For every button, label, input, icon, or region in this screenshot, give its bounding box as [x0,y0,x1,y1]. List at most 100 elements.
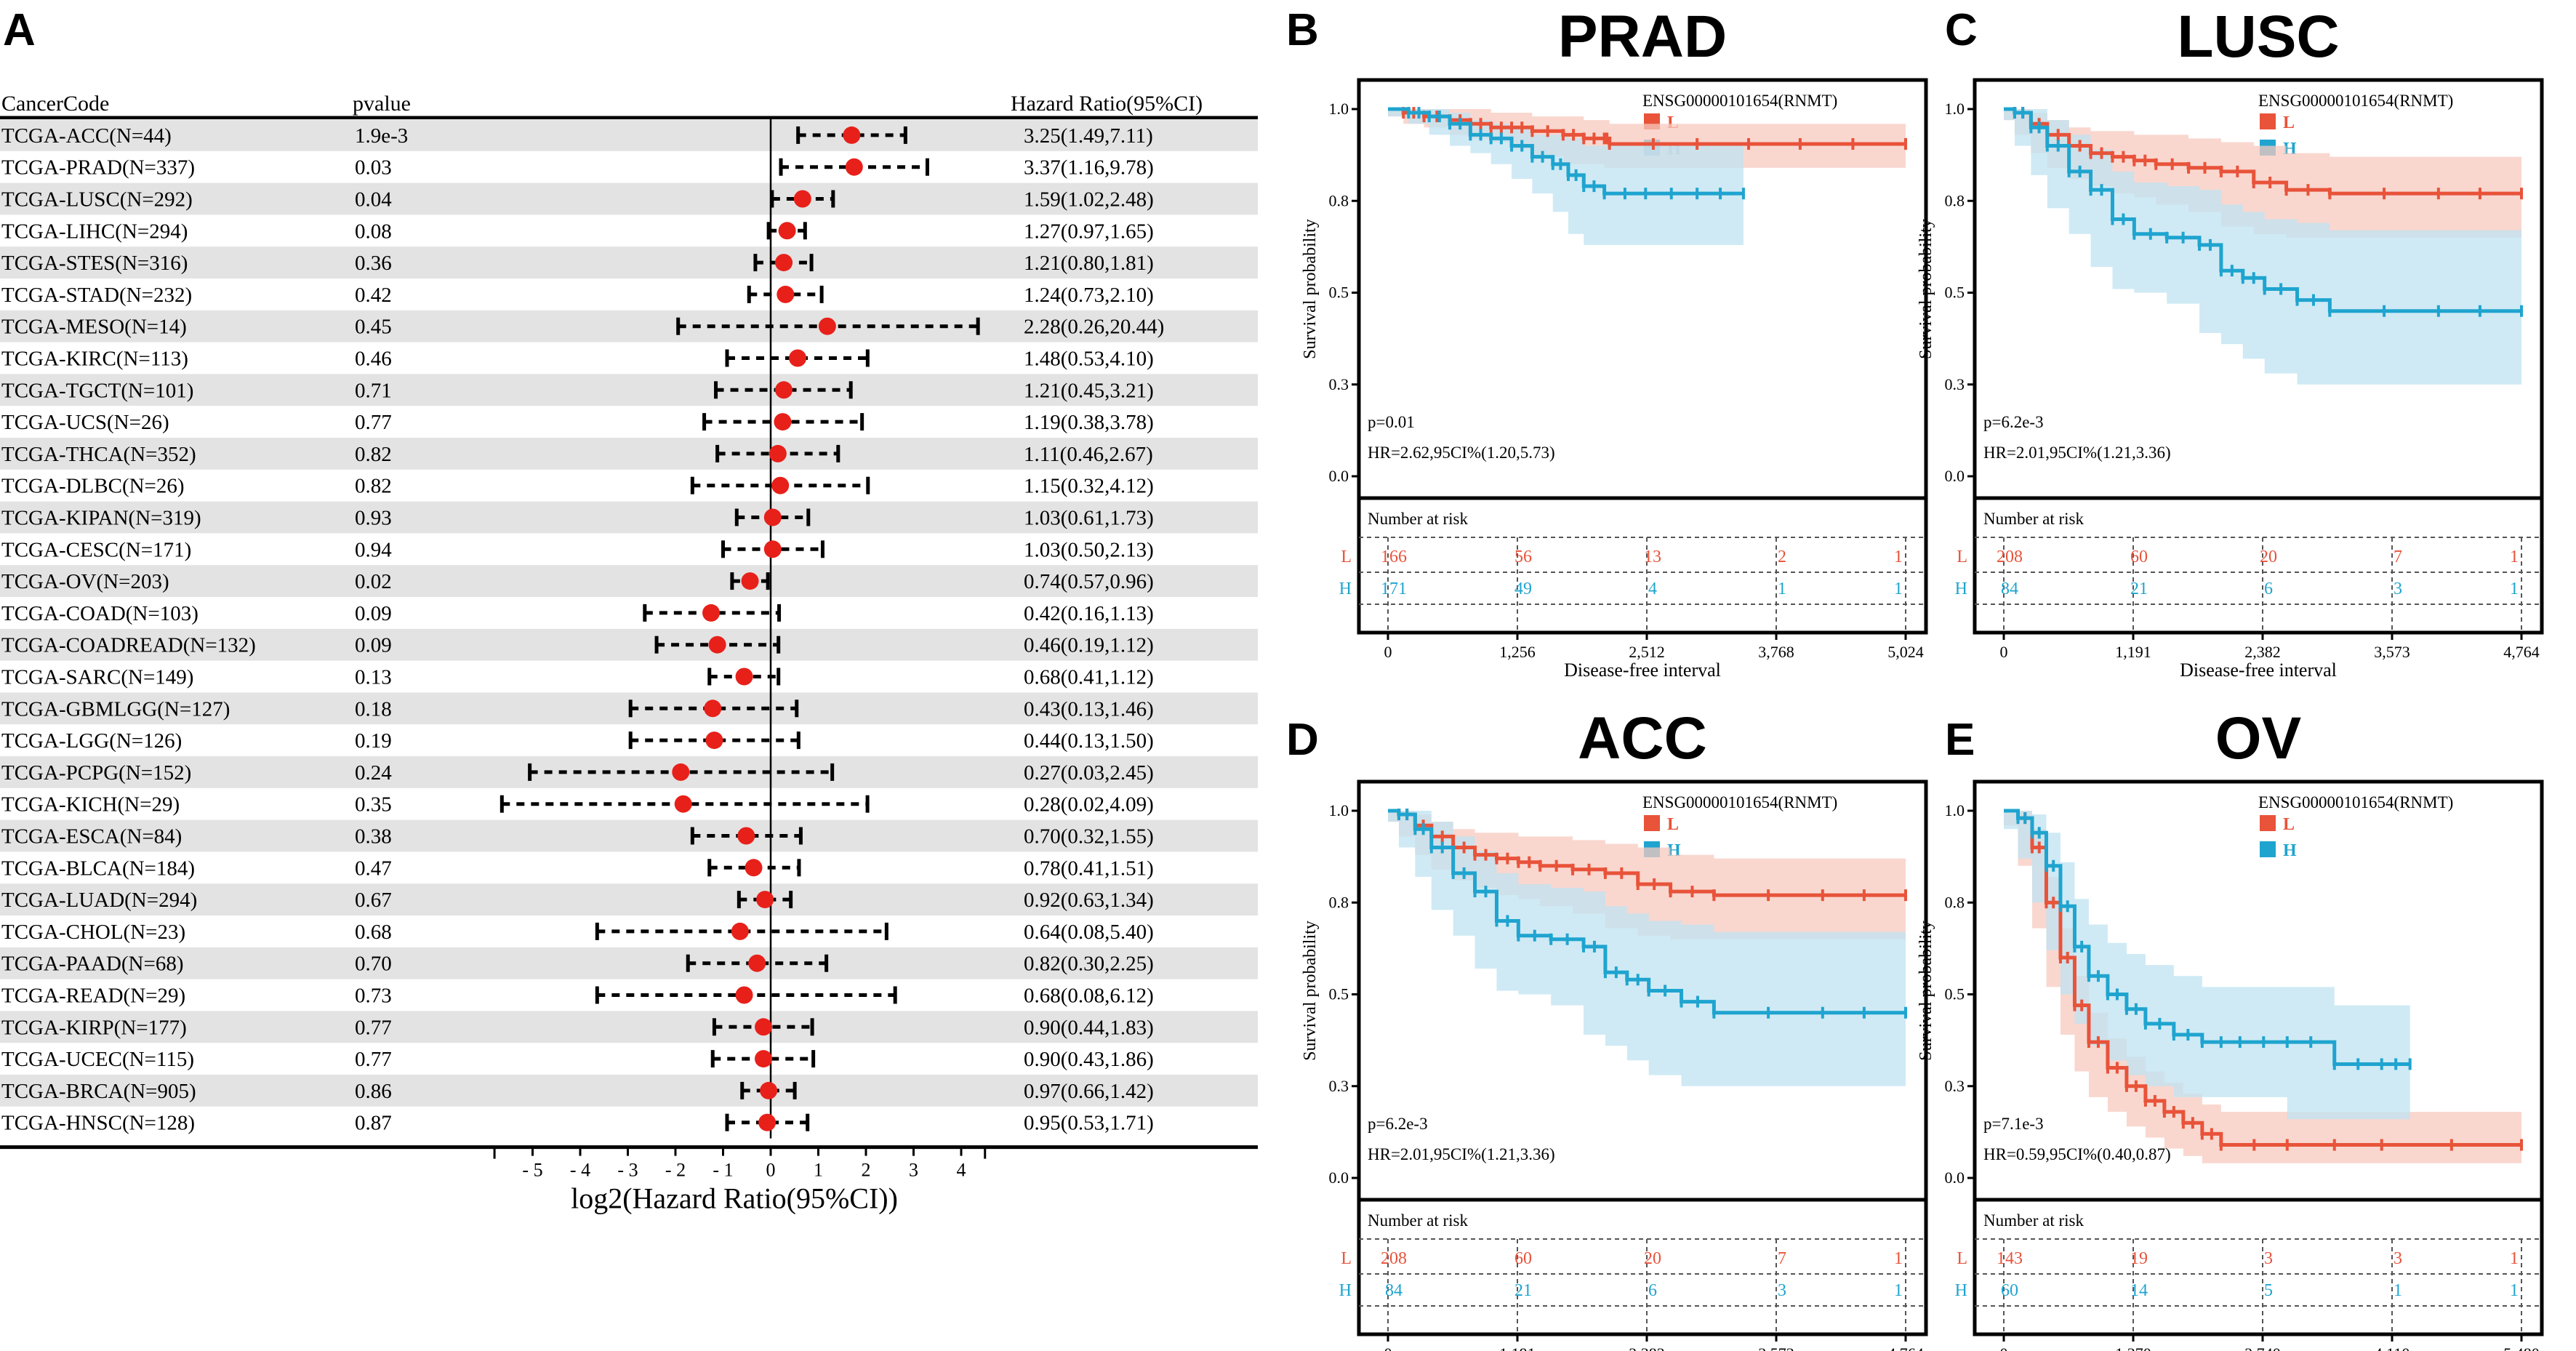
x-tick-label: 3,573 [2374,643,2410,661]
row-cancer-code: TCGA-KICH(N=29) [1,793,180,817]
row-cancer-code: TCGA-READ(N=29) [1,985,185,1008]
x-tick-label: - 5 [522,1160,542,1181]
risk-count: 208 [1381,1249,1407,1268]
y-tick-label: 0.0 [1329,467,1349,485]
x-tick-label: 4,764 [2503,643,2540,661]
hazard-ratio: HR=0.59,95CI%(0.40,0.87) [1983,1145,2171,1163]
row-cancer-code: TCGA-ESCA(N=84) [1,825,182,849]
y-tick-label: 0.8 [1945,893,1965,911]
risk-count: 2 [1778,548,1786,566]
row-hazard-ratio: 0.74(0.57,0.96) [1024,570,1154,593]
risk-count: 1 [1894,1249,1903,1268]
hr-point [731,922,749,940]
row-hazard-ratio: 0.90(0.43,1.86) [1024,1048,1154,1071]
y-tick-label: 0.0 [1945,1168,1965,1187]
hr-point [708,636,726,654]
y-tick-label: 0.3 [1329,1077,1349,1095]
row-shade [0,628,1258,661]
x-tick-label: 1 [814,1160,823,1181]
risk-table-frame [1357,1198,1928,1336]
row-hazard-ratio: 0.78(0.41,1.51) [1024,857,1154,880]
risk-count: 3 [2264,1249,2273,1268]
row-hazard-ratio: 1.27(0.97,1.65) [1024,220,1154,243]
row-hazard-ratio: 0.46(0.19,1.12) [1024,634,1154,657]
row-hazard-ratio: 0.90(0.44,1.83) [1024,1016,1154,1039]
row-pvalue: 1.9e-3 [355,124,408,148]
y-tick-label: 0.5 [1329,284,1349,302]
row-pvalue: 0.93 [355,507,392,530]
row-hazard-ratio: 1.03(0.50,2.13) [1024,538,1154,561]
x-tick-label: 3,573 [1758,1344,1794,1351]
hr-point [775,381,793,399]
x-tick-label: - 1 [713,1160,733,1181]
row-hazard-ratio: 0.92(0.63,1.34) [1024,889,1154,912]
ci-band-h [2004,811,2410,1120]
row-pvalue: 0.82 [355,475,392,498]
x-tick-label: 1,191 [1499,1344,1536,1351]
km-panel-e: E OV 1.0 0.8 0.5 0.3 0.0 Survival probability EN… [1917,705,2544,1351]
km-panels: B PRAD 1.0 0.8 0.5 0.3 0.0 Survival probability… [1286,4,2544,1351]
risk-count: 84 [1385,1281,1403,1300]
row-pvalue: 0.18 [355,697,392,721]
hr-point [741,572,759,590]
hazard-ratio: HR=2.62,95CI%(1.20,5.73) [1368,444,1555,462]
row-hazard-ratio: 0.43(0.13,1.46) [1024,697,1154,721]
row-pvalue: 0.94 [355,538,392,561]
row-pvalue: 0.70 [355,953,392,976]
risk-count: 19 [2130,1249,2148,1268]
hr-point [745,859,763,877]
x-tick-label: 0 [1384,643,1392,661]
row-pvalue: 0.08 [355,220,392,243]
ci-band-h [1388,811,1906,1086]
km-title: PRAD [1558,4,1727,70]
hr-point [763,540,782,558]
km-panel-c: C LUSC 1.0 0.8 0.5 0.3 0.0 Survival probability… [1917,4,2544,681]
risk-count: 166 [1381,548,1407,566]
row-cancer-code: TCGA-PCPG(N=152) [1,761,191,785]
x-tick-label: 2,382 [1629,1344,1665,1351]
row-hazard-ratio: 0.68(0.41,1.12) [1024,666,1154,689]
risk-count: 6 [1648,1281,1657,1300]
hr-point [843,126,861,144]
x-tick-label: 2,382 [2244,643,2281,661]
hr-point [735,668,753,686]
risk-count: 56 [1514,548,1532,566]
risk-count: 14 [2130,1281,2148,1300]
row-hazard-ratio: 0.95(0.53,1.71) [1024,1112,1154,1135]
legend-label: H [2283,841,2297,860]
header-hazard-ratio: Hazard Ratio(95%CI) [1011,92,1203,116]
gene-label: ENSG00000101654(RNMT) [1642,793,1837,811]
ci-band-h [2004,109,2521,385]
ci-band-l [2004,811,2521,1163]
row-hazard-ratio: 1.21(0.45,3.21) [1024,379,1154,402]
row-pvalue: 0.77 [355,411,392,434]
risk-count: 5 [2264,1281,2273,1300]
row-shade [0,310,1258,342]
gene-label: ENSG00000101654(RNMT) [2258,793,2453,811]
x-tick-label: 1,256 [1499,643,1536,661]
forest-plot-panel: A CancerCode pvalue Hazard Ratio(95%CI) TCGA… [0,5,1258,1215]
row-hazard-ratio: 0.97(0.66,1.42) [1024,1080,1154,1103]
y-tick-label: 1.0 [1945,100,1965,118]
panel-letter: E [1945,715,1975,765]
row-hazard-ratio: 1.03(0.61,1.73) [1024,507,1154,530]
risk-row-label: H [1339,580,1352,598]
row-hazard-ratio: 3.37(1.16,9.78) [1024,156,1154,180]
row-cancer-code: TCGA-KIRP(N=177) [1,1016,187,1039]
row-hazard-ratio: 0.44(0.13,1.50) [1024,729,1154,753]
legend-swatch [2260,113,2276,129]
row-hazard-ratio: 0.64(0.08,5.40) [1024,921,1154,944]
legend-label: L [2283,113,2295,132]
row-cancer-code: TCGA-LUAD(N=294) [1,889,197,912]
row-shade [0,501,1258,534]
row-shade [0,438,1258,470]
x-tick-label: 0 [1384,1344,1392,1351]
panel-letter: C [1945,5,1978,55]
x-axis-title: Disease-free interval [1564,660,1721,681]
x-tick-label: 3 [909,1160,918,1181]
row-cancer-code: TCGA-BLCA(N=184) [1,857,195,880]
km-title: ACC [1578,705,1707,771]
x-tick-label: 5,480 [2503,1344,2540,1351]
row-hazard-ratio: 1.19(0.38,3.78) [1024,411,1154,434]
